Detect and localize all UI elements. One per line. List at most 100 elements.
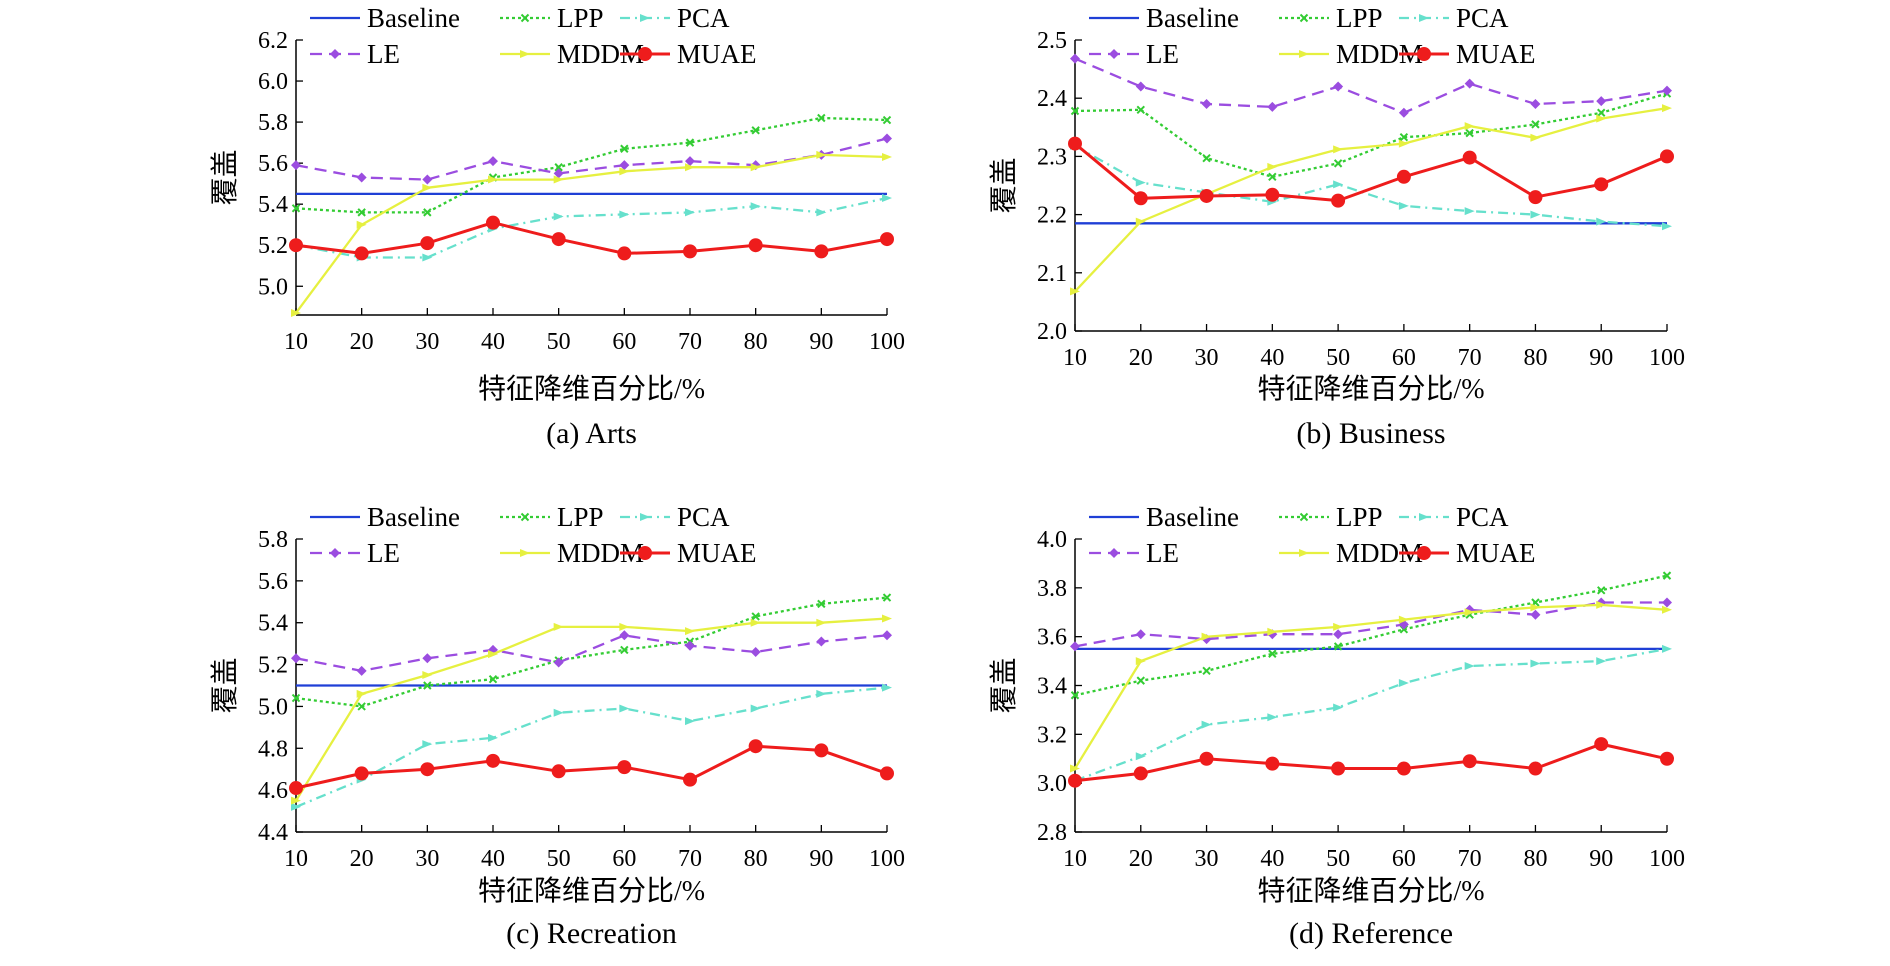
data-point-muae	[420, 236, 435, 251]
x-tick-label: 70	[678, 329, 702, 355]
legend-marker-lpp	[520, 512, 530, 522]
data-point-le	[356, 665, 367, 676]
data-point-mddm	[356, 220, 367, 229]
data-point-pca	[750, 704, 761, 713]
x-tick-label: 80	[744, 846, 768, 872]
chart-panel-4: 2.8 3.0 3.2 3.4 3.6 3.8 4.0 10 20 30 40 50 60 70 80 90 1…	[988, 502, 1685, 950]
legend-label-lpp: LPP	[557, 502, 604, 532]
data-point-pca	[1464, 207, 1475, 216]
legend-label-le: LE	[1146, 538, 1179, 568]
data-point-lpp	[291, 204, 301, 213]
data-point-muae	[1199, 188, 1214, 203]
data-point-mddm	[685, 627, 695, 636]
series-line-lpp	[295, 596, 888, 708]
data-point-muae	[1133, 766, 1148, 781]
data-point-lpp	[1202, 153, 1211, 163]
data-point-pca	[553, 708, 564, 717]
data-point-muae	[1068, 136, 1082, 151]
data-point-muae	[1594, 177, 1609, 192]
x-tick-label: 60	[1392, 846, 1416, 872]
data-point-mddm	[1267, 627, 1278, 636]
data-point-mddm	[1464, 122, 1475, 131]
legend-marker-muae	[638, 47, 652, 61]
x-tick-label: 20	[350, 329, 374, 355]
y-tick-label: 3.8	[1037, 576, 1067, 602]
legend-marker-mddm	[520, 50, 530, 58]
data-point-lpp	[620, 144, 629, 153]
y-tick-label: 5.6	[258, 151, 288, 177]
data-point-muae	[420, 762, 435, 777]
legend-item-baseline: Baseline	[1089, 3, 1239, 33]
data-point-lpp	[817, 599, 826, 609]
data-point-le	[1201, 99, 1212, 110]
data-point-muae	[1528, 761, 1543, 776]
legend-label-le: LE	[367, 538, 400, 568]
legend-label-pca: PCA	[677, 3, 730, 33]
y-tick-label: 5.2	[258, 233, 288, 259]
data-point-pca	[291, 802, 301, 811]
data-point-mddm	[1135, 217, 1146, 226]
legend-label-pca: PCA	[1456, 502, 1509, 532]
data-point-muae	[354, 246, 369, 261]
legend-marker-mddm	[520, 549, 530, 557]
y-tick-label: 6.0	[258, 69, 288, 95]
data-point-muae	[551, 764, 566, 779]
data-point-le	[422, 653, 433, 664]
data-point-muae	[880, 232, 894, 247]
data-point-muae	[551, 232, 566, 247]
data-point-mddm	[488, 175, 498, 184]
legend-item-le: LE	[310, 538, 400, 568]
x-tick-label: 80	[1523, 345, 1547, 371]
data-point-mddm	[1333, 622, 1344, 631]
data-point-pca	[1464, 661, 1475, 670]
x-tick-label: 90	[1589, 345, 1613, 371]
data-point-mddm	[816, 150, 827, 159]
data-point-lpp	[1333, 159, 1343, 168]
data-point-le	[1398, 107, 1409, 118]
y-tick-label: 2.5	[1037, 28, 1067, 54]
legend-label-muae: MUAE	[1456, 538, 1536, 568]
data-point-muae	[1462, 754, 1477, 769]
data-point-pca	[1201, 720, 1212, 729]
chart-panel-3: 4.4 4.6 4.8 5.0 5.2 5.4 5.6 5.8 10 20 30 40 50 60 70 80…	[209, 502, 905, 950]
data-point-mddm	[1398, 139, 1409, 148]
legend-item-muae: MUAE	[1399, 538, 1536, 568]
data-point-pca	[619, 704, 630, 713]
y-tick-label: 3.2	[1037, 722, 1067, 748]
data-point-pca	[882, 683, 892, 692]
data-point-lpp	[1399, 132, 1409, 142]
data-point-lpp	[423, 208, 432, 217]
x-tick-label: 50	[547, 329, 571, 355]
data-point-pca	[685, 717, 695, 726]
data-point-pca	[1530, 210, 1541, 219]
legend-marker-pca	[640, 14, 650, 22]
data-point-mddm	[1530, 603, 1541, 612]
x-tick-label: 30	[1195, 846, 1219, 872]
data-point-lpp	[1531, 120, 1540, 129]
data-point-mddm	[291, 308, 301, 317]
y-axis-label: 覆盖	[988, 657, 1020, 713]
x-tick-label: 40	[1260, 846, 1284, 872]
legend-item-baseline: Baseline	[310, 502, 460, 532]
x-tick-label: 100	[1649, 345, 1685, 371]
data-point-muae	[1265, 187, 1280, 202]
data-point-muae	[486, 215, 500, 230]
series-line-lpp	[1074, 574, 1668, 697]
series-line-mddm	[1074, 106, 1668, 293]
legend-label-baseline: Baseline	[1146, 502, 1239, 532]
data-point-muae	[1199, 751, 1214, 766]
legend-label-baseline: Baseline	[1146, 3, 1239, 33]
data-point-mddm	[685, 163, 695, 172]
data-point-mddm	[291, 796, 301, 805]
data-point-mddm	[553, 175, 564, 184]
y-tick-label: 5.4	[258, 192, 288, 218]
data-point-le	[816, 636, 827, 647]
legend-item-muae: MUAE	[620, 538, 757, 568]
x-axis-label: 特征降维百分比/%	[1257, 875, 1484, 907]
legend-item-baseline: Baseline	[1089, 502, 1239, 532]
y-tick-label: 5.4	[258, 611, 288, 637]
data-point-muae	[289, 238, 303, 253]
data-point-pca	[1662, 644, 1672, 653]
y-tick-label: 4.0	[1037, 527, 1067, 553]
data-point-muae	[748, 238, 763, 253]
